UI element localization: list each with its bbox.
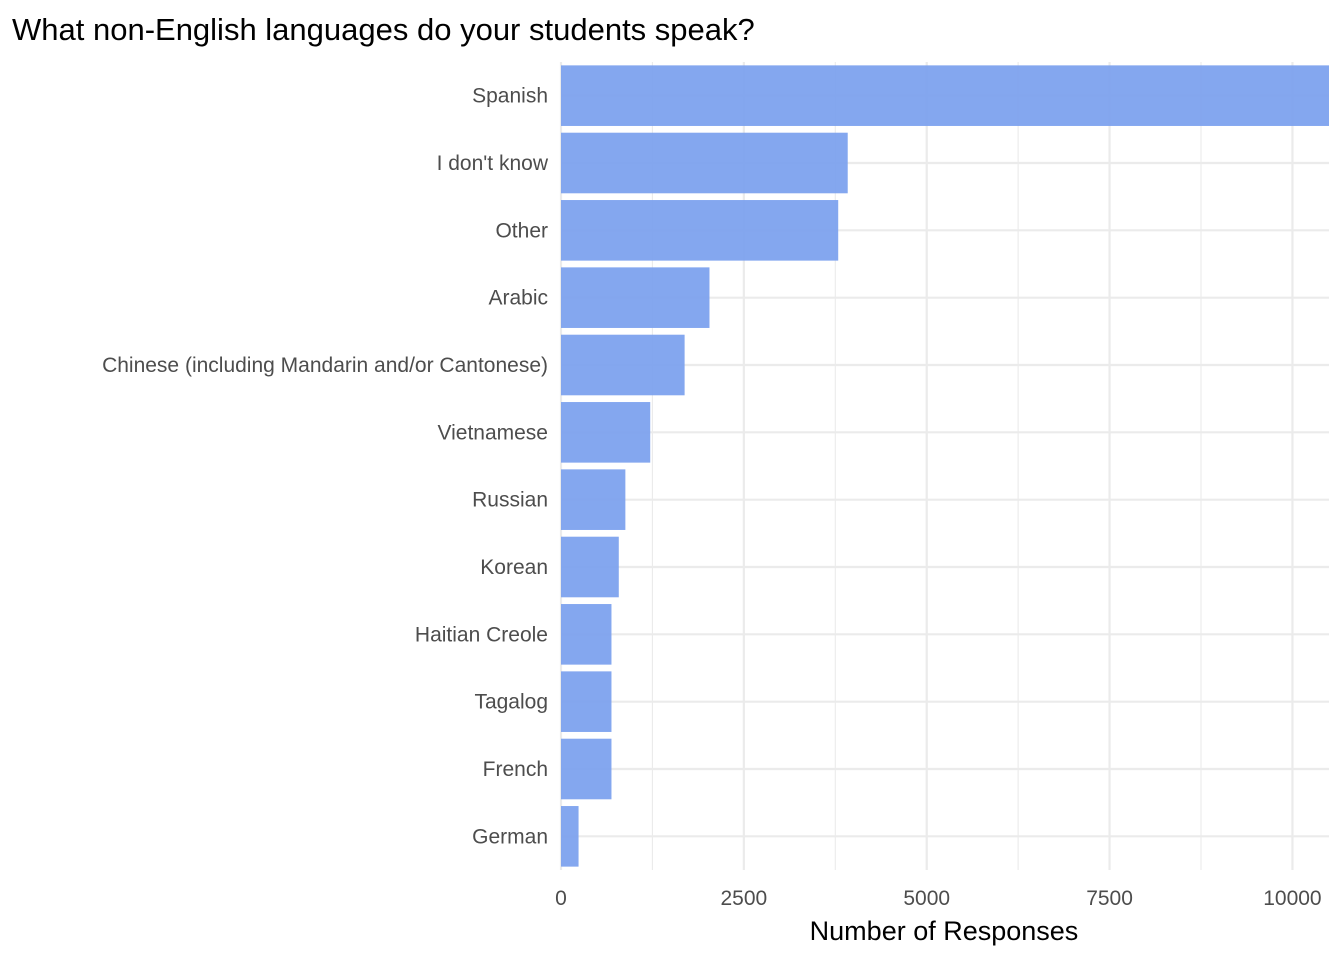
bars xyxy=(561,65,1329,867)
category-label: Vietnamese xyxy=(437,421,548,444)
x-tick-label: 10000 xyxy=(1263,887,1321,910)
category-label: I don't know xyxy=(437,152,549,175)
x-tick-label: 7500 xyxy=(1086,887,1133,910)
x-tick-label: 5000 xyxy=(903,887,950,910)
bar xyxy=(561,334,685,396)
bar xyxy=(561,671,612,732)
category-label: Spanish xyxy=(472,85,548,108)
bar xyxy=(561,469,626,530)
x-tick-label: 2500 xyxy=(720,887,767,910)
category-label: Other xyxy=(495,219,548,242)
bar xyxy=(561,402,651,463)
x-tick-label: 0 xyxy=(555,887,567,910)
category-label: Arabic xyxy=(488,287,548,310)
x-tick-labels: 0 2500 5000 7500 10000 xyxy=(555,887,1321,910)
bar xyxy=(561,65,1329,126)
x-axis-title: Number of Responses xyxy=(810,916,1079,946)
category-label: Korean xyxy=(480,556,548,579)
bar xyxy=(561,200,839,261)
bar xyxy=(561,738,612,800)
bar xyxy=(561,604,612,665)
category-label: Chinese (including Mandarin and/or Canto… xyxy=(102,354,548,377)
category-labels: Spanish I don't know Other Arabic Chinese (i… xyxy=(102,85,549,849)
category-label: Haitian Creole xyxy=(415,623,548,646)
bar xyxy=(561,132,848,194)
category-label: Tagalog xyxy=(474,691,548,714)
category-label: German xyxy=(472,825,548,848)
bar xyxy=(561,267,710,328)
category-label: Russian xyxy=(472,489,548,512)
chart-title: What non-English languages do your stude… xyxy=(12,12,755,47)
bar xyxy=(561,806,579,867)
bar xyxy=(561,536,619,598)
category-label: French xyxy=(483,758,548,781)
